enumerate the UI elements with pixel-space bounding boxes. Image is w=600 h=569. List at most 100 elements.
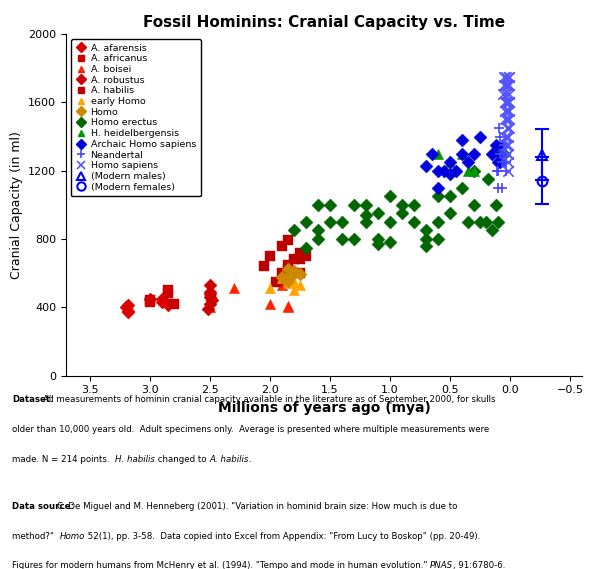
Point (124, 300, 133, 310)
Point (277, 241, 287, 250)
Point (277, 272, 287, 281)
Point (337, 217, 347, 226)
Point (463, 158, 473, 167)
Point (283, 236, 293, 245)
Text: changed to: changed to (155, 455, 209, 464)
Point (409, 200, 419, 209)
Point (463, 217, 473, 226)
Point (445, 158, 455, 167)
Point (503, 81, 513, 90)
Point (498, 149, 508, 158)
Point (283, 260, 293, 269)
Point (433, 166, 443, 175)
Point (500, 149, 510, 158)
Text: older than 10,000 years old.  Adult specimens only.  Average is presented where : older than 10,000 years old. Adult speci… (12, 425, 489, 434)
Point (493, 217, 503, 226)
Text: PNAS: PNAS (430, 561, 454, 569)
Point (145, 294, 155, 303)
Point (265, 284, 275, 293)
Point (502, 89, 511, 98)
Point (289, 286, 299, 295)
Point (491, 141, 500, 150)
Point (505, 98, 514, 107)
Point (433, 149, 443, 158)
Point (289, 266, 299, 275)
Point (487, 226, 497, 235)
Point (124, 307, 133, 316)
Point (503, 149, 513, 158)
Point (427, 149, 437, 158)
Text: made. N = 214 points.: made. N = 214 points. (12, 455, 115, 464)
Text: , 91:6780-6.: , 91:6780-6. (454, 561, 506, 569)
Point (283, 270, 293, 279)
Point (492, 166, 502, 175)
Point (502, 166, 511, 175)
Point (283, 279, 293, 288)
Point (373, 234, 383, 244)
Point (503, 98, 513, 107)
Point (445, 170, 455, 179)
Point (463, 166, 473, 175)
Point (145, 296, 155, 305)
Point (502, 81, 512, 90)
Text: 52(1), pp. 3-58.  Data copied into Excel from Appendix: "From Lucy to Boskop" (p: 52(1), pp. 3-58. Data copied into Excel … (85, 531, 480, 541)
Point (205, 281, 215, 290)
Point (433, 192, 443, 201)
Point (457, 149, 467, 158)
Point (457, 135, 467, 145)
Point (373, 209, 383, 218)
Point (361, 200, 371, 209)
Point (271, 277, 281, 286)
Point (497, 183, 507, 192)
Point (205, 299, 215, 308)
Text: All measurements of hominin cranial capacity available in the literature as of S: All measurements of hominin cranial capa… (43, 395, 496, 405)
Point (421, 234, 431, 244)
Point (325, 217, 335, 226)
Point (205, 290, 215, 299)
Point (497, 149, 506, 158)
Point (397, 200, 407, 209)
Point (265, 251, 275, 261)
Point (409, 217, 419, 226)
Point (475, 132, 485, 141)
Point (295, 255, 305, 264)
Point (289, 255, 299, 264)
Point (504, 106, 514, 116)
Point (457, 183, 467, 192)
Point (361, 211, 371, 220)
Point (433, 217, 443, 226)
Text: Data source:: Data source: (12, 502, 74, 511)
Text: Homo: Homo (59, 531, 85, 541)
Point (499, 81, 509, 90)
Point (385, 238, 395, 247)
Point (313, 226, 323, 235)
Point (504, 89, 514, 98)
Point (283, 275, 293, 284)
Point (229, 284, 239, 293)
Point (325, 200, 335, 209)
Point (499, 158, 509, 167)
Point (445, 209, 455, 218)
Point (289, 226, 299, 235)
Point (349, 200, 359, 209)
Point (496, 158, 505, 167)
Point (145, 298, 155, 307)
Point (385, 217, 395, 226)
Point (503, 149, 512, 158)
Text: .: . (248, 455, 251, 464)
Point (502, 106, 512, 116)
Text: method?": method?" (12, 531, 59, 541)
Point (500, 132, 510, 141)
Point (295, 248, 305, 257)
Y-axis label: Cranial Capacity (in ml): Cranial Capacity (in ml) (10, 131, 23, 279)
Point (421, 241, 431, 250)
Point (496, 149, 505, 158)
Point (503, 166, 513, 175)
Point (277, 281, 287, 290)
Point (433, 234, 443, 244)
Point (124, 306, 133, 315)
Point (500, 98, 509, 107)
Point (502, 81, 511, 90)
Point (337, 234, 347, 244)
Point (169, 299, 179, 308)
